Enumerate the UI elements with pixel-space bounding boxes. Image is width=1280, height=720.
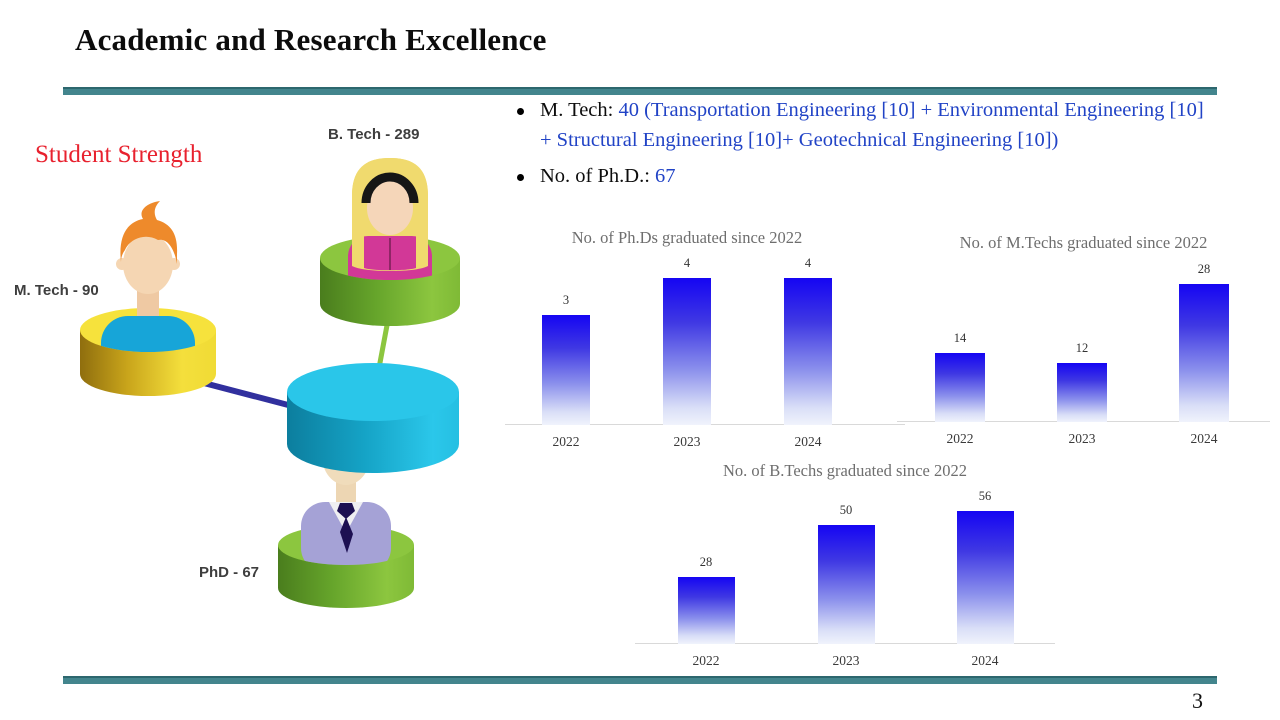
connector-navy-line xyxy=(197,379,295,409)
bar-category-label: 2024 xyxy=(794,434,822,449)
bottom-divider-rule xyxy=(63,676,1217,684)
bar-value-label: 28 xyxy=(1197,262,1211,276)
bar xyxy=(817,525,875,644)
bar-value-label: 12 xyxy=(1075,341,1089,355)
bar-category-label: 2023 xyxy=(1068,431,1096,446)
bullet-text: No. of Ph.D.: 67 xyxy=(540,162,676,192)
bullet-item: No. of Ph.D.: 67 xyxy=(505,162,1219,192)
btech-count-label: B. Tech - 289 xyxy=(328,126,420,143)
bar xyxy=(784,278,832,425)
mtech-graduates-chart: No. of M.Techs graduated since 2022 14 20… xyxy=(897,233,1270,446)
mtech-count-label: M. Tech - 90 xyxy=(14,282,99,299)
bar-value-label: 4 xyxy=(683,256,691,270)
bar-category-label: 2022 xyxy=(692,653,720,668)
bar xyxy=(1057,363,1107,422)
bar xyxy=(935,353,985,422)
page-title: Academic and Research Excellence xyxy=(75,22,547,57)
bullet-text: M. Tech: 40 (Transportation Engineering … xyxy=(540,96,1219,155)
chart-title: No. of Ph.Ds graduated since 2022 xyxy=(571,228,803,247)
chart-plot: 14 2022 12 2023 28 2024 xyxy=(897,258,1270,446)
bar xyxy=(956,511,1014,644)
bar-value-label: 56 xyxy=(978,489,992,503)
phd-graduates-chart: No. of Ph.Ds graduated since 2022 3 2022 4… xyxy=(505,228,905,449)
chart-title: No. of M.Techs graduated since 2022 xyxy=(959,233,1208,252)
student-strength-heading: Student Strength xyxy=(35,141,203,168)
bar-category-label: 2023 xyxy=(673,434,701,449)
phd-count-label: PhD - 67 xyxy=(199,564,260,581)
bar-category-label: 2024 xyxy=(1190,431,1218,446)
bullet-prefix: No. of Ph.D.: xyxy=(540,165,656,187)
bar-value-label: 3 xyxy=(562,293,570,307)
mtech-student-figure xyxy=(101,201,195,352)
top-divider-rule xyxy=(63,87,1217,95)
bar-value-label: 28 xyxy=(699,555,713,569)
student-strength-infographic xyxy=(80,158,460,608)
bar-category-label: 2022 xyxy=(552,434,580,449)
bullet-highlight: 67 xyxy=(655,165,676,187)
bullet-prefix: M. Tech: xyxy=(540,99,619,121)
bar-value-label: 4 xyxy=(804,256,812,270)
bullet-item: M. Tech: 40 (Transportation Engineering … xyxy=(505,96,1219,155)
bar xyxy=(663,278,711,425)
bullet-dot-icon xyxy=(517,108,524,115)
bar-category-label: 2024 xyxy=(971,653,999,668)
chart-plot: 28 2022 50 2023 56 2024 xyxy=(635,486,1055,668)
bar-category-label: 2023 xyxy=(832,653,860,668)
bar-value-label: 50 xyxy=(839,503,853,517)
bar-value-label: 14 xyxy=(953,331,967,345)
bullet-highlight: 40 (Transportation Engineering [10] + En… xyxy=(540,99,1204,151)
bar-category-label: 2022 xyxy=(946,431,974,446)
btech-student-figure xyxy=(348,158,432,280)
phd-student-figure-torso xyxy=(301,502,391,565)
bar xyxy=(677,577,735,644)
chart-plot: 3 2022 4 2023 4 2024 xyxy=(505,253,905,449)
bullet-dot-icon xyxy=(517,174,524,181)
bar xyxy=(542,315,590,425)
page-number: 3 xyxy=(1192,688,1203,713)
chart-title: No. of B.Techs graduated since 2022 xyxy=(723,461,967,480)
bar xyxy=(1179,284,1229,422)
bullet-list: M. Tech: 40 (Transportation Engineering … xyxy=(505,96,1219,199)
btech-graduates-chart: No. of B.Techs graduated since 2022 28 20… xyxy=(635,461,1055,668)
hub-cylinder xyxy=(287,363,459,473)
